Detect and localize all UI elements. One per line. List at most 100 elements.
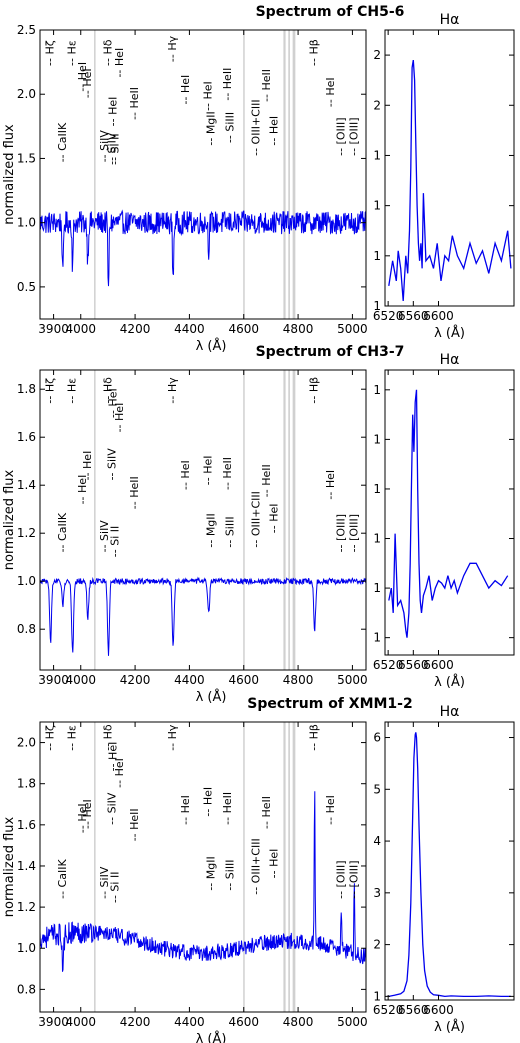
y-axis-label: normalized flux xyxy=(2,124,17,225)
y-tick-label: 1.6 xyxy=(17,818,36,832)
line-label: -- HeII xyxy=(221,792,234,825)
x-tick-label: 4400 xyxy=(174,673,205,687)
line-label: -- MgII xyxy=(204,111,217,145)
y-tick-label: 2 xyxy=(373,938,381,952)
y-tick-label: 1.8 xyxy=(17,777,36,791)
y-tick-label: 1.4 xyxy=(17,478,36,492)
x-tick-label: 4000 xyxy=(65,322,96,336)
shaded-band xyxy=(94,30,96,319)
line-label: -- Hδ xyxy=(101,39,114,66)
shaded-band xyxy=(94,722,96,1012)
y-tick-label: 2.0 xyxy=(17,87,36,101)
line-label: -- HeI xyxy=(76,803,89,833)
shaded-band xyxy=(292,722,296,1012)
line-label: -- Hβ xyxy=(308,39,321,66)
x-tick-label: 4400 xyxy=(174,1015,205,1029)
line-label: -- Hβ xyxy=(308,724,321,751)
x-axis-label: λ (Å) xyxy=(196,1031,227,1043)
y-tick-label: 1 xyxy=(373,989,381,1003)
shaded-band xyxy=(243,370,245,670)
line-label: -- Si II xyxy=(109,133,122,164)
shaded-band xyxy=(283,722,286,1012)
line-label: -- HeI xyxy=(324,470,337,500)
y-tick-label: 1 xyxy=(373,299,381,313)
line-label: -- HeI xyxy=(202,787,215,817)
x-tick-label: 4000 xyxy=(65,1015,96,1029)
line-label: -- HeII xyxy=(128,476,141,509)
y-tick-label: 1 xyxy=(373,631,381,645)
shaded-band xyxy=(292,370,296,670)
line-label: -- Hδ xyxy=(101,724,114,751)
y-tick-label: 1.0 xyxy=(17,216,36,230)
line-label: -- CaIIK xyxy=(56,512,69,552)
y-tick-label: 1 xyxy=(373,199,381,213)
spectrum-line xyxy=(40,791,366,972)
x-tick-label: 5000 xyxy=(337,322,368,336)
line-label: -- MgII xyxy=(204,856,217,890)
y-tick-label: 1 xyxy=(373,482,381,496)
shaded-band xyxy=(94,370,96,670)
shaded-band xyxy=(243,722,245,1012)
shaded-band xyxy=(283,30,286,319)
y-tick-label: 2 xyxy=(373,98,381,112)
line-label: -- SiIV xyxy=(105,448,118,481)
line-label: -- Hε xyxy=(66,40,79,66)
line-label: -- OIII+CIII xyxy=(250,491,263,547)
halpha-line xyxy=(388,389,509,638)
x-tick-label: 4600 xyxy=(228,322,259,336)
line-label: -- [OIII] xyxy=(347,860,360,898)
shaded-band xyxy=(288,370,290,670)
y-tick-label: 2.5 xyxy=(17,23,36,37)
line-label: -- HeI xyxy=(179,460,192,490)
y-tick-label: 1 xyxy=(373,581,381,595)
y-tick-label: 1 xyxy=(373,148,381,162)
y-tick-label: 1.2 xyxy=(17,900,36,914)
line-label: -- SiIII xyxy=(224,516,237,547)
line-label: -- HeI xyxy=(202,81,215,111)
shaded-band xyxy=(292,30,296,319)
x-tick-label: 3900 xyxy=(38,673,69,687)
halpha-line xyxy=(388,59,512,302)
y-axis-label: normalized flux xyxy=(2,469,17,570)
line-label: -- HeII xyxy=(221,457,234,490)
x-tick-label: 3900 xyxy=(38,322,69,336)
line-label: -- HeII xyxy=(260,69,273,102)
spectrum-line xyxy=(40,209,366,287)
line-label: -- Hε xyxy=(66,725,79,751)
line-label: -- OIII+CIII xyxy=(250,838,263,894)
line-label: -- Hγ xyxy=(166,724,179,751)
line-label: -- HeII xyxy=(128,808,141,841)
x-tick-label: 4800 xyxy=(283,322,314,336)
inset-frame xyxy=(384,29,515,307)
line-label: -- Hγ xyxy=(166,35,179,62)
x-tick-label: 6520 xyxy=(373,309,404,323)
line-label: -- SiIV xyxy=(105,792,118,825)
y-tick-label: 0.8 xyxy=(17,982,36,996)
inset-title: Hα xyxy=(440,352,460,368)
x-tick-label: 6600 xyxy=(423,658,454,672)
line-label: -- HeII xyxy=(260,464,273,497)
line-label: -- Si II xyxy=(109,872,122,903)
line-label: -- CaIIK xyxy=(56,122,69,162)
x-tick-label: 4200 xyxy=(120,322,151,336)
x-tick-label: 4200 xyxy=(120,673,151,687)
inset-x-axis-label: λ (Å) xyxy=(434,674,465,690)
line-label: -- HeI xyxy=(324,77,337,107)
spectrum-panel-1: Spectrum of CH5-6-- Hζ-- CaIIK-- Hε-- He… xyxy=(2,4,515,354)
y-tick-label: 3 xyxy=(373,886,381,900)
line-label: -- HeI xyxy=(267,849,280,879)
line-label: -- MgII xyxy=(204,513,217,547)
line-label: -- HeII xyxy=(260,796,273,829)
y-tick-label: 1.5 xyxy=(17,151,36,165)
line-label: -- HeI xyxy=(107,388,120,418)
y-tick-label: 6 xyxy=(373,731,381,745)
x-tick-label: 4000 xyxy=(65,673,96,687)
line-label: -- OIII+CIII xyxy=(250,99,263,155)
line-label: -- HeI xyxy=(179,795,192,825)
y-tick-label: 1.0 xyxy=(17,574,36,588)
line-label: -- [OIII] xyxy=(334,514,347,552)
spectrum-line xyxy=(40,576,366,656)
y-tick-label: 1 xyxy=(373,249,381,263)
y-tick-label: 1 xyxy=(373,532,381,546)
